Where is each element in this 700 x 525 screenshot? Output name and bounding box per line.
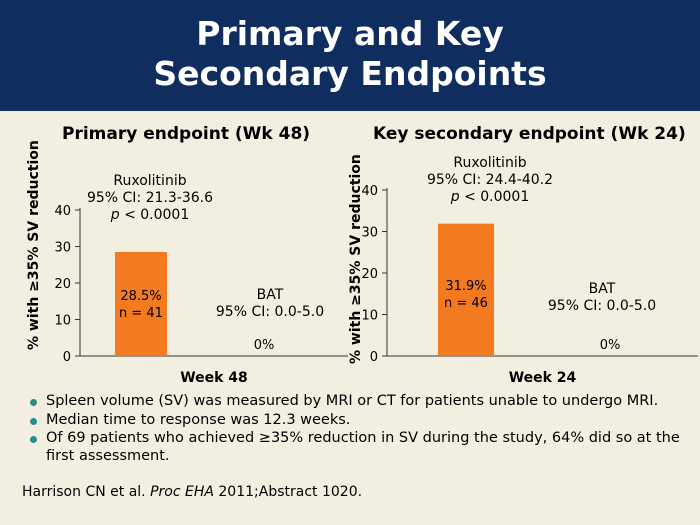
- chart2-y-tick-label: 0: [370, 350, 378, 365]
- chart2-y-tick-label: 40: [361, 184, 378, 199]
- chart1-y-tick-label: 0: [63, 350, 71, 365]
- chart1-bar-ruxolitinib: [115, 251, 167, 356]
- chart2-y-tick-label: 30: [361, 226, 378, 241]
- chart2-bat-name: BAT: [588, 281, 616, 297]
- chart1-bar-label-bat: 0%: [254, 338, 275, 353]
- chart2-bar-n-ruxolitinib: n = 46: [444, 296, 488, 311]
- chart2-bar-label-ruxolitinib: 31.9%: [445, 279, 486, 294]
- bullet-list: Spleen volume (SV) was measured by MRI o…: [30, 393, 680, 466]
- chart1-x-label: Week 48: [180, 370, 248, 386]
- chart2-bar-ruxolitinib: [438, 223, 494, 356]
- bullet-item: Of 69 patients who achieved ≥35% reducti…: [30, 430, 680, 465]
- chart2-rux-annotation: Ruxolitinib 95% CI: 24.4-40.2 p < 0.0001: [400, 155, 580, 206]
- chart2-x-label: Week 24: [509, 370, 577, 386]
- chart1-bat-annotation: BAT 95% CI: 0.0-5.0: [200, 287, 340, 321]
- chart2-rux-p: p < 0.0001: [450, 189, 530, 205]
- bullet-dot-icon: [30, 436, 37, 443]
- chart1-title: Primary endpoint (Wk 48): [62, 124, 311, 144]
- chart1-plot: 0 10 20 30 40 28.5% n = 41 0% Week 48: [54, 204, 348, 386]
- title-banner: Primary and Key Secondary Endpoints: [0, 0, 700, 111]
- chart1-y-tick-label: 40: [54, 204, 71, 219]
- slide-title: Primary and Key Secondary Endpoints: [0, 14, 700, 94]
- chart1-rux-p: p < 0.0001: [110, 207, 190, 223]
- bullet-item: Median time to response was 12.3 weeks.: [30, 412, 680, 430]
- chart1-rux-ci: 95% CI: 21.3-36.6: [86, 190, 214, 206]
- chart2-rux-ci: 95% CI: 24.4-40.2: [426, 172, 554, 188]
- chart2-rux-name: Ruxolitinib: [453, 155, 527, 171]
- chart2-y-tick-label: 10: [361, 309, 378, 324]
- chart2-y-tick-label: 20: [361, 267, 378, 282]
- chart2-bar-label-bat: 0%: [600, 338, 621, 353]
- chart1-y-tick-label: 20: [54, 277, 71, 292]
- slide-title-line1: Primary and Key: [196, 14, 504, 53]
- bullet-dot-icon: [30, 417, 37, 425]
- chart2-title: Key secondary endpoint (Wk 24): [373, 124, 686, 144]
- chart1-bar-label-ruxolitinib: 28.5%: [120, 289, 161, 304]
- chart2-bat-annotation: BAT 95% CI: 0.0-5.0: [532, 281, 672, 315]
- chart2-bat-ci: 95% CI: 0.0-5.0: [547, 298, 657, 314]
- slide-title-line2: Secondary Endpoints: [153, 54, 547, 93]
- reference: Harrison CN et al. Proc EHA 2011;Abstrac…: [22, 484, 363, 500]
- reference-journal: Proc EHA: [150, 484, 214, 500]
- chart1-y-tick-label: 10: [54, 314, 71, 329]
- bullet-dot-icon: [30, 399, 37, 406]
- chart1-y-tick-label: 30: [54, 241, 71, 256]
- chart1-bat-ci: 95% CI: 0.0-5.0: [215, 304, 325, 320]
- chart1-rux-annotation: Ruxolitinib 95% CI: 21.3-36.6 p < 0.0001: [60, 173, 240, 224]
- chart2-plot: 0 10 20 30 40 31.9% n = 46 0% Week 24: [361, 184, 698, 386]
- chart1-bat-name: BAT: [256, 287, 284, 303]
- bullet-item: Spleen volume (SV) was measured by MRI o…: [30, 393, 680, 411]
- chart1-rux-name: Ruxolitinib: [113, 173, 187, 189]
- chart1-bar-n-ruxolitinib: n = 41: [119, 306, 163, 321]
